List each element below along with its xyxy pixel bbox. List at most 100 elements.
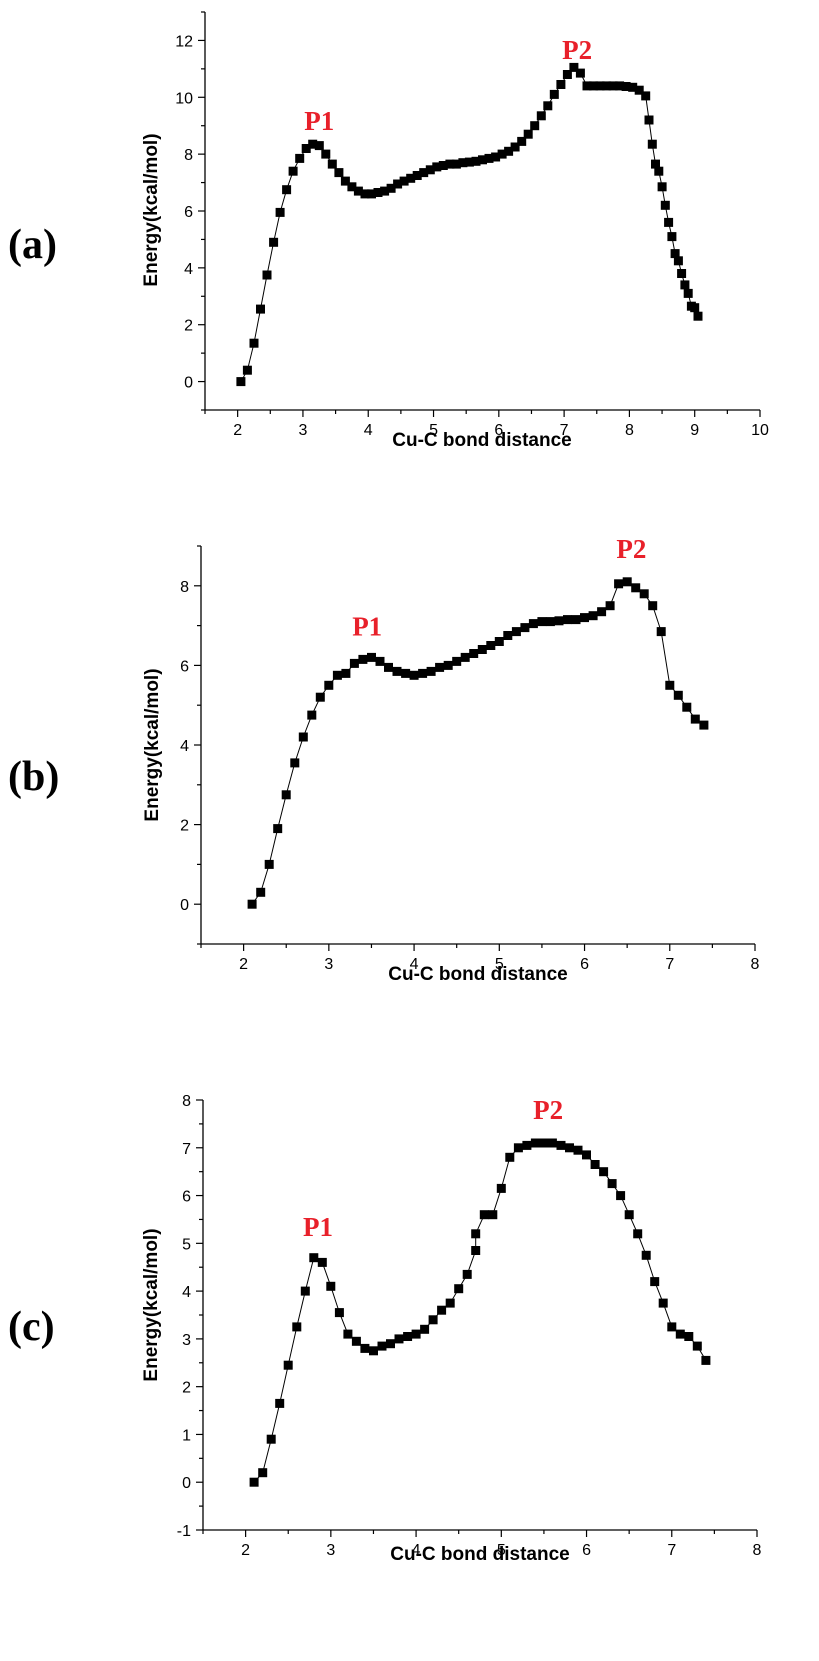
- data-point-marker: [639, 589, 649, 599]
- y-tick-label: 4: [180, 738, 189, 755]
- data-point-marker: [269, 237, 279, 247]
- data-point-marker: [614, 579, 624, 589]
- y-tick-label: 7: [182, 1141, 191, 1158]
- y-tick-label: 6: [182, 1189, 191, 1206]
- data-point-marker: [556, 80, 566, 89]
- peak-label-p1: P1: [352, 612, 382, 642]
- data-point-marker: [491, 152, 501, 162]
- peak-label-p2: P2: [562, 35, 592, 65]
- x-tick-label: 3: [298, 422, 307, 439]
- data-point-marker: [634, 85, 644, 95]
- data-point-marker: [301, 144, 311, 153]
- data-point-marker: [651, 159, 660, 169]
- data-point-marker: [406, 173, 416, 183]
- data-point-marker: [602, 81, 612, 91]
- data-point-marker: [445, 159, 455, 169]
- data-point-marker: [554, 616, 564, 626]
- data-point-marker: [599, 1167, 609, 1177]
- data-point-marker: [547, 1138, 557, 1148]
- data-point-marker: [314, 141, 324, 151]
- data-point-marker: [622, 577, 632, 587]
- data-point-marker: [469, 649, 479, 658]
- data-point-marker: [683, 288, 693, 298]
- y-tick-label: 2: [182, 1380, 191, 1397]
- data-point-marker: [262, 270, 272, 280]
- y-tick-label: 5: [182, 1236, 191, 1253]
- data-point-marker: [399, 176, 409, 186]
- data-point-marker: [607, 1179, 617, 1189]
- data-point-marker: [256, 887, 266, 897]
- data-point-marker: [641, 91, 651, 101]
- data-point-marker: [443, 660, 453, 670]
- x-tick-label: 3: [326, 1542, 335, 1559]
- x-axis-title: Cu-C bond distance: [390, 1544, 569, 1565]
- data-point-marker: [667, 1322, 677, 1332]
- data-point-marker: [460, 652, 470, 662]
- data-point-marker: [452, 656, 462, 666]
- data-point-marker: [307, 710, 317, 720]
- data-point-marker: [283, 1360, 293, 1370]
- data-point-marker: [332, 670, 342, 680]
- data-point-marker: [247, 899, 257, 909]
- data-point-marker: [488, 1210, 498, 1220]
- data-point-marker: [349, 658, 359, 668]
- data-point-marker: [677, 269, 687, 278]
- data-point-marker: [451, 159, 461, 169]
- data-point-marker: [308, 139, 318, 149]
- data-point-marker: [334, 168, 344, 178]
- data-point-marker: [445, 1298, 455, 1308]
- data-point-marker: [409, 670, 419, 680]
- x-tick-label: 2: [233, 422, 242, 439]
- data-point-marker: [690, 714, 700, 724]
- x-axis-title: Cu-C bond distance: [388, 964, 567, 985]
- data-point-marker: [633, 1229, 643, 1239]
- x-tick-label: 7: [667, 1542, 676, 1559]
- data-point-marker: [471, 1246, 481, 1255]
- data-point-marker: [484, 153, 494, 163]
- data-point-marker: [369, 1346, 378, 1356]
- data-point-marker: [281, 790, 291, 800]
- data-point-marker: [543, 101, 553, 111]
- data-point-marker: [367, 189, 376, 199]
- data-point-marker: [513, 1143, 523, 1153]
- data-point-marker: [690, 303, 700, 313]
- chart-panel-c: (c) 2 3 4 5 6 7 8 -1 0 1 2 3 4 5 6 7 8 Cu-C bond distance…: [8, 1093, 762, 1565]
- x-tick-label: 2: [239, 956, 248, 973]
- x-tick-label: 5: [497, 1542, 506, 1559]
- data-point-marker: [615, 81, 625, 91]
- data-point-marker: [377, 1341, 387, 1351]
- data-point-marker: [582, 81, 592, 91]
- data-point-marker: [464, 157, 474, 167]
- data-point-marker: [520, 623, 530, 633]
- data-point-marker: [341, 668, 351, 678]
- data-point-marker: [353, 186, 363, 196]
- peak-label-p2: P2: [616, 534, 646, 564]
- data-point-marker: [628, 82, 638, 92]
- data-point-marker: [569, 62, 579, 72]
- data-point-marker: [401, 668, 411, 678]
- data-point-marker: [386, 1339, 395, 1349]
- data-point-marker: [701, 1355, 711, 1365]
- x-tick-label: 6: [582, 1542, 591, 1559]
- data-point-marker: [597, 607, 607, 617]
- data-point-marker: [380, 186, 390, 196]
- data-point-marker: [658, 1298, 668, 1308]
- data-point-marker: [675, 1329, 685, 1339]
- y-axis-title: Energy(kcal/mol): [141, 133, 162, 286]
- data-point-marker: [419, 168, 429, 178]
- data-point-marker: [321, 149, 331, 159]
- data-point-marker: [315, 692, 325, 702]
- data-point-marker: [693, 311, 703, 321]
- data-point-marker: [648, 601, 658, 611]
- panel-label-a: (a): [8, 222, 57, 268]
- data-point-marker: [392, 666, 402, 676]
- series-line: [253, 1142, 707, 1483]
- y-tick-label: 4: [184, 261, 193, 278]
- data-point-marker: [631, 583, 641, 593]
- data-point-marker: [496, 1183, 506, 1193]
- y-tick-label: 0: [180, 897, 189, 914]
- data-point-marker: [536, 111, 546, 121]
- data-point-marker: [497, 149, 507, 159]
- data-point-marker: [641, 1250, 651, 1260]
- data-point-marker: [664, 217, 674, 227]
